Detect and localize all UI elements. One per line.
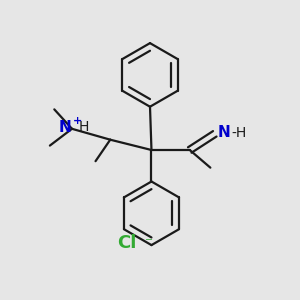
Text: H: H: [79, 120, 89, 134]
Text: -H: -H: [231, 126, 247, 140]
Text: N: N: [58, 120, 71, 135]
Text: +: +: [73, 116, 82, 126]
Text: ⁻: ⁻: [145, 235, 152, 250]
Text: Cl: Cl: [117, 234, 136, 252]
Text: N: N: [217, 125, 230, 140]
